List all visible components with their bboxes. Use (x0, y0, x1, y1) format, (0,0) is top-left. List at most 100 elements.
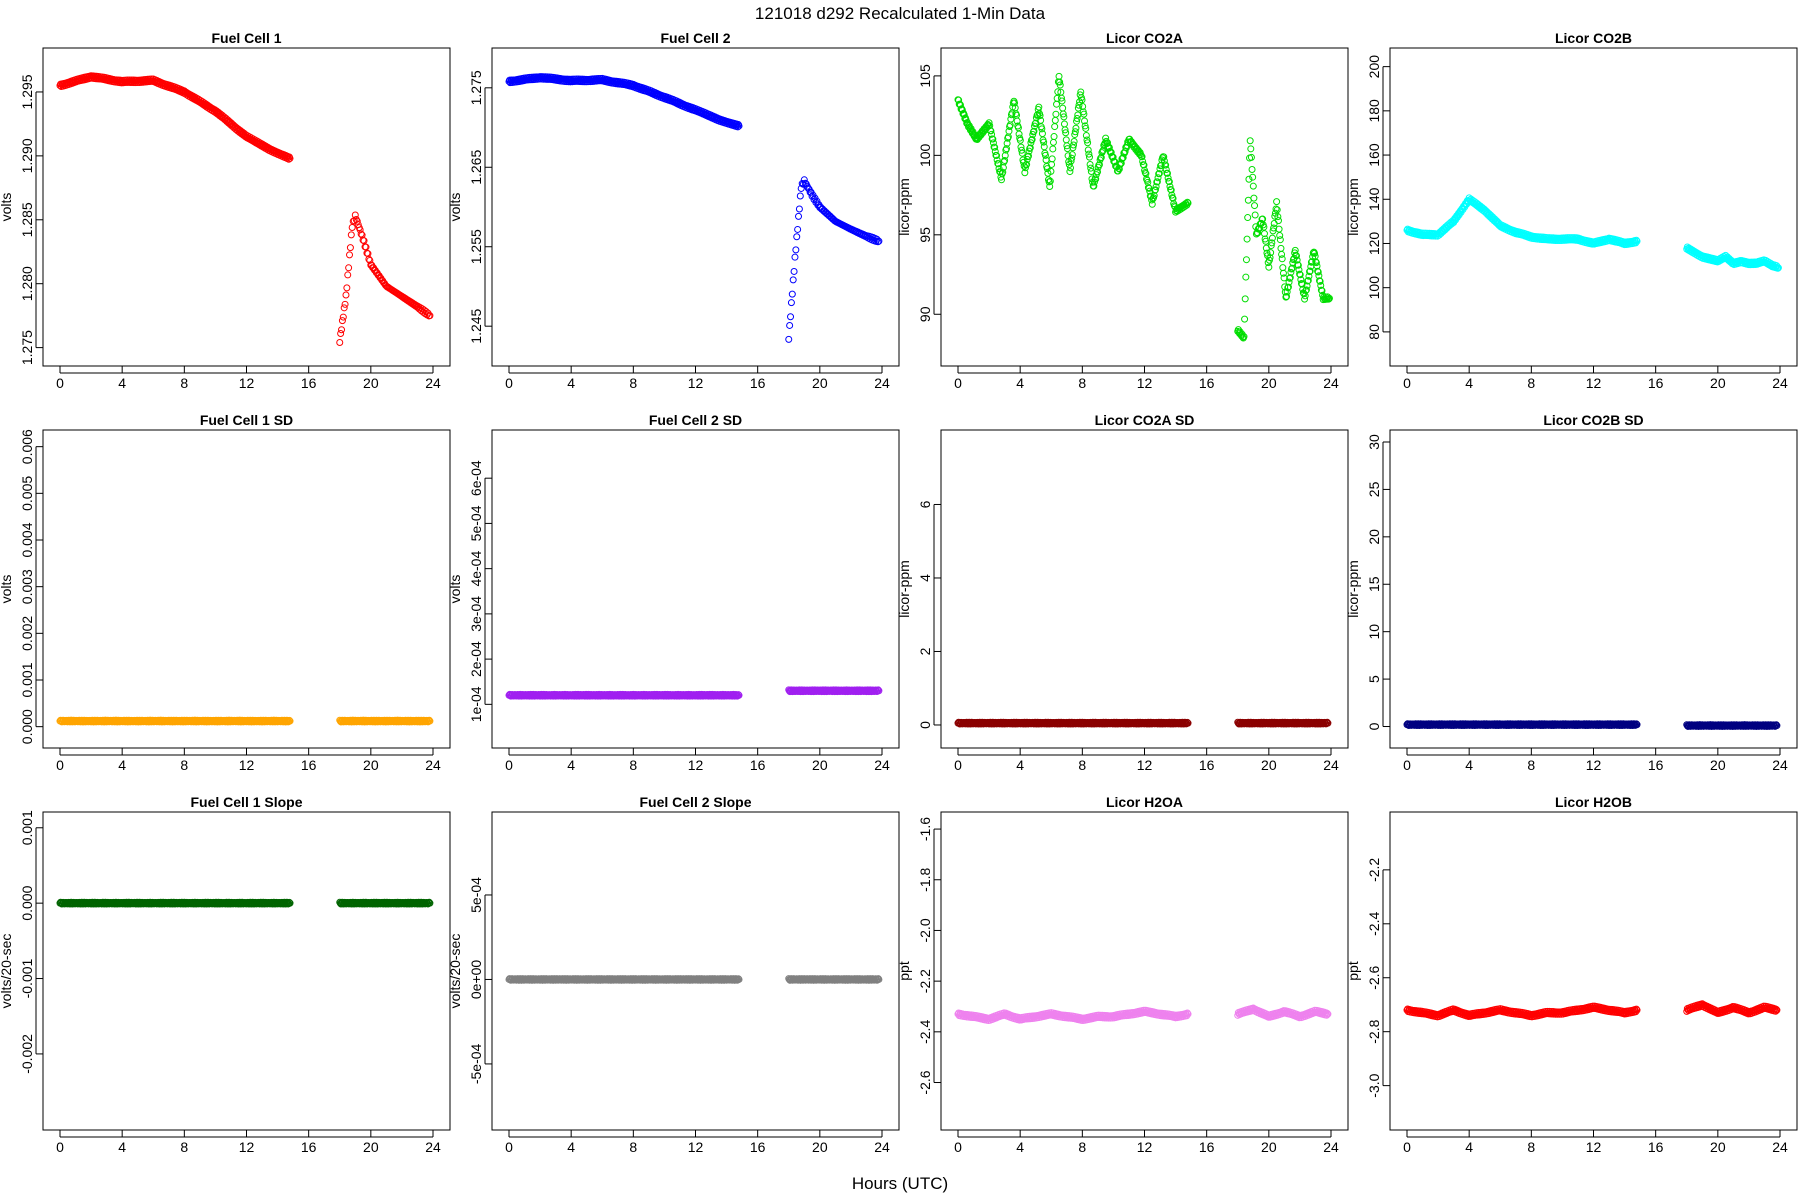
data-point (366, 256, 374, 264)
data-point (986, 122, 994, 130)
data-point (1302, 287, 1310, 295)
data-point (1049, 145, 1057, 153)
x-tick-label: 20 (363, 375, 379, 391)
panel-0: Fuel Cell 10 4 8 12 16 20 241.2751.2801.2851.2… (0, 30, 451, 391)
y-tick-label: 1.295 (19, 74, 35, 109)
data-point (993, 152, 1001, 160)
data-point (1121, 148, 1129, 156)
data-point (1097, 154, 1105, 162)
data-point (347, 231, 355, 239)
data-point (1148, 200, 1156, 208)
data-point (1284, 283, 1292, 291)
panel-title: Licor CO2B (1555, 30, 1632, 46)
data-point (1160, 153, 1168, 161)
data-point (1165, 178, 1173, 186)
data-point (1094, 168, 1102, 176)
x-tick-label: 0 (954, 375, 962, 391)
data-point (1109, 153, 1117, 161)
data-point (340, 304, 348, 312)
plot-frame (940, 429, 1349, 749)
x-tick-label: 12 (239, 375, 255, 391)
data-point (1023, 160, 1031, 168)
y-tick-label: 2 (917, 647, 933, 655)
data-point (788, 290, 796, 298)
data-point (1060, 113, 1068, 121)
data-point (1167, 186, 1175, 194)
data-point (1242, 273, 1250, 281)
data-point (1018, 149, 1026, 157)
y-tick-label: 100 (1366, 276, 1382, 300)
panel-title: Fuel Cell 1 Slope (190, 794, 302, 810)
y-tick-label: -5e-04 (468, 1043, 484, 1084)
data-point (338, 326, 346, 334)
x-tick-label: 12 (239, 757, 255, 773)
x-tick-label: 20 (812, 1139, 828, 1155)
data-point (1268, 239, 1276, 247)
data-point (1274, 217, 1282, 225)
data-point (1279, 269, 1287, 277)
data-point (1011, 99, 1019, 107)
panel-title: Fuel Cell 2 Slope (639, 794, 751, 810)
data-point (1251, 211, 1259, 219)
data-point (1632, 239, 1640, 247)
plot-frame (42, 429, 451, 749)
data-point (1292, 252, 1300, 260)
data-point (1107, 148, 1115, 156)
data-point (1152, 183, 1160, 191)
data-point (795, 205, 803, 213)
series-0 (505, 73, 743, 131)
y-axis-label: licor-ppm (896, 560, 912, 618)
data-point (797, 184, 805, 192)
x-tick-label: 24 (874, 375, 890, 391)
data-point (1002, 145, 1010, 153)
data-point (1018, 146, 1026, 154)
data-point (1079, 102, 1087, 110)
y-tick-label: 0.004 (19, 522, 35, 557)
data-point (1249, 182, 1257, 190)
data-point (794, 225, 802, 233)
data-point (813, 197, 821, 205)
data-point (1304, 276, 1312, 284)
data-point (343, 284, 351, 292)
data-point (1311, 249, 1319, 257)
x-tick-label: 20 (363, 757, 379, 773)
panel-title: Fuel Cell 2 (660, 30, 730, 46)
data-point (1241, 315, 1249, 323)
data-point (1318, 287, 1326, 295)
panels-group: Fuel Cell 10 4 8 12 16 20 241.2751.2801.2851.2… (0, 30, 1798, 1155)
data-point (1139, 157, 1147, 165)
data-point (987, 127, 995, 135)
y-tick-label: 0.006 (19, 429, 35, 464)
data-point (1243, 235, 1251, 243)
y-tick-label: 1.245 (468, 308, 484, 343)
data-point (1266, 254, 1274, 262)
data-point (1086, 160, 1094, 168)
data-point (792, 246, 800, 254)
data-point (787, 313, 795, 321)
data-point (1250, 194, 1258, 202)
series-1 (1683, 721, 1781, 730)
data-point (1265, 256, 1273, 264)
data-point (1270, 220, 1278, 228)
panel-5: Fuel Cell 2 SD0 4 8 12 16 20 241e-042e-043e-04… (447, 412, 900, 773)
data-point (1053, 100, 1061, 108)
y-tick-label: 6e-04 (468, 460, 484, 496)
data-point (1283, 293, 1291, 301)
data-point (1021, 169, 1029, 177)
data-point (1288, 265, 1296, 273)
data-point (1160, 157, 1168, 165)
data-point (1045, 178, 1053, 186)
x-tick-label: 4 (118, 1139, 126, 1155)
data-point (1296, 271, 1304, 279)
data-point (791, 253, 799, 261)
data-point (1070, 141, 1078, 149)
y-tick-label: 2e-04 (468, 641, 484, 677)
data-point (1028, 136, 1036, 144)
data-point (1244, 214, 1252, 222)
data-point (336, 338, 344, 346)
plot-frame (42, 47, 451, 367)
y-tick-label: 1.275 (468, 70, 484, 105)
data-point (1241, 295, 1249, 303)
data-point (1260, 223, 1268, 231)
x-tick-label: 16 (1648, 757, 1664, 773)
